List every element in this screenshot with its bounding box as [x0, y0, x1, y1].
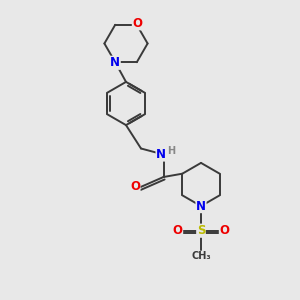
Text: CH₃: CH₃	[191, 250, 211, 261]
Text: N: N	[196, 200, 206, 213]
Text: N: N	[156, 148, 166, 161]
Text: N: N	[110, 56, 120, 69]
Text: O: O	[130, 179, 140, 193]
Text: O: O	[219, 224, 230, 237]
Text: O: O	[172, 224, 183, 237]
Text: O: O	[132, 17, 142, 30]
Text: S: S	[197, 224, 205, 237]
Text: H: H	[167, 146, 176, 156]
